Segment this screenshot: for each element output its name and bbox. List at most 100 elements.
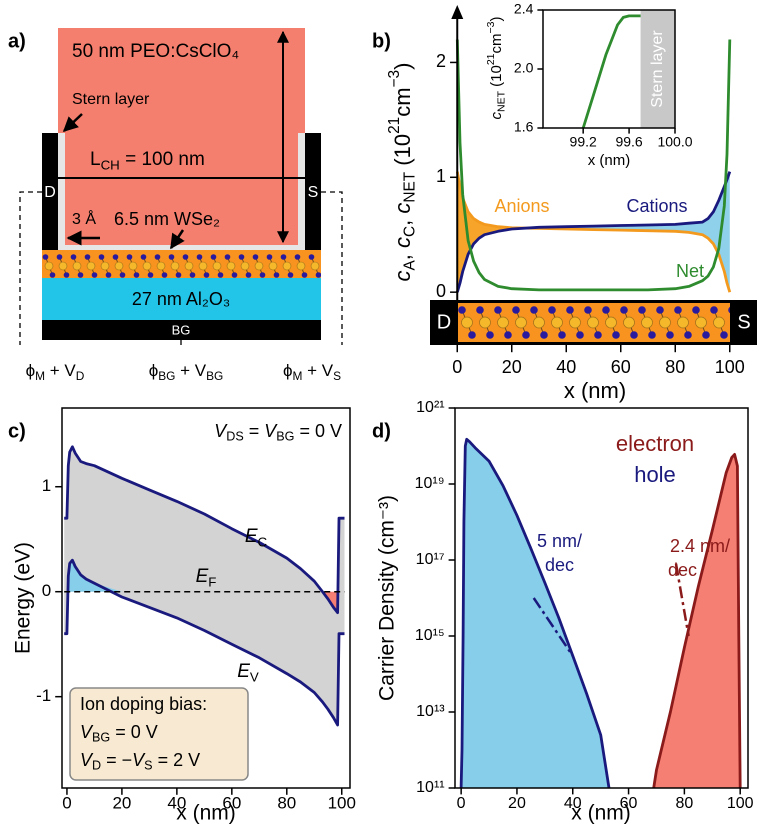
x-tick-label: 99.2 <box>570 134 597 150</box>
x-tick-label: 99.6 <box>615 134 642 150</box>
y-tick-label: 1.6 <box>514 119 534 135</box>
series-label: electron <box>616 431 694 456</box>
y-tick-label: 0 <box>436 281 446 301</box>
y-tick-label: -1 <box>36 686 51 705</box>
source-wire <box>321 191 343 345</box>
data-line <box>64 445 345 615</box>
carrier-chart: electron hole 0 20 40 60 80 100 10¹¹ 10¹³ 10¹⁵ 10¹⁷… <box>376 399 754 824</box>
text-segment: ϕ <box>149 361 159 380</box>
bias-box <box>69 687 249 781</box>
dielectric-layer <box>42 278 321 320</box>
x-tick-label: 100 <box>328 793 356 812</box>
text-segment: M <box>292 369 302 383</box>
text-segment: L <box>90 149 101 170</box>
gate-potential: ϕBG + VBG <box>149 361 224 383</box>
drain-label: D <box>44 184 56 201</box>
text-segment: V <box>214 421 228 441</box>
wiring <box>19 191 343 348</box>
text-segment: BG <box>276 430 294 444</box>
source-contact <box>305 133 321 250</box>
text-segment: c <box>390 270 415 281</box>
text-segment: S <box>333 369 341 383</box>
semiconductor-arrow <box>169 229 185 250</box>
plot-frame <box>454 407 749 789</box>
slope-label: 2.4 nm/ <box>670 536 730 556</box>
text-segment: NET <box>402 171 419 202</box>
y-tick-label: 1 <box>42 476 51 495</box>
text-segment: = 0 V <box>294 421 342 441</box>
y-tick-label: 2.4 <box>514 1 534 17</box>
x-axis-label: x (nm) <box>588 152 631 169</box>
text-segment: C <box>258 534 268 549</box>
y-tick-label: 0 <box>42 581 51 600</box>
bias-box-line: VD = −VS = 2 V <box>80 750 200 773</box>
text-segment: CH <box>101 157 120 172</box>
y-axis-label: Carrier Density (cm⁻³) <box>376 495 399 701</box>
gate-label: BG <box>172 322 191 337</box>
data-line <box>455 171 732 293</box>
y-tick-label: 2 <box>436 51 446 71</box>
electrolyte-label: 50 nm PEO:CsClO₄ <box>72 41 239 62</box>
x-tick-label: 0 <box>62 793 71 812</box>
slope-label: 5 nm/ <box>537 531 582 551</box>
x-tick-label: 60 <box>222 793 241 812</box>
x-tick-label: 20 <box>508 795 526 812</box>
x-tick-label: 80 <box>675 795 693 812</box>
x-tick-label: 100 <box>715 357 745 377</box>
series-label: EV <box>237 661 259 684</box>
text-segment: NET <box>495 90 507 112</box>
text-segment: = 0 V <box>110 722 158 742</box>
annotations: VDS = VBG = 0 V Ion doping bias: VBG = 0… <box>8 30 730 781</box>
x-tick-label: 80 <box>277 793 296 812</box>
semiconductor-label: 6.5 nm WSe₂ <box>114 209 220 229</box>
text-segment: (10 <box>488 65 505 91</box>
source-potential: ϕM + VS <box>283 361 341 383</box>
inset-chart: Stern layer 99.2 99.6 100.0 1.6 2.0 2.4 x (nm) c… <box>485 1 693 169</box>
text-segment: A <box>402 259 419 270</box>
text-segment: 21 <box>386 117 403 134</box>
x-tick-label: 40 <box>556 357 576 377</box>
axis-arrow <box>451 5 464 19</box>
stern-band <box>640 10 675 128</box>
text-segment: cm <box>390 87 415 116</box>
stern-arrow <box>62 113 83 133</box>
panel-label: a) <box>8 30 26 52</box>
semiconductor-layer <box>42 250 321 278</box>
drain-wire <box>19 191 42 345</box>
text-segment: V <box>80 722 94 742</box>
text-segment: E <box>237 661 250 682</box>
y-axis-label: cA, cC, cNET (1021cm−3) <box>386 63 418 282</box>
drain-label: D <box>437 311 451 333</box>
text-segment: + V <box>175 361 206 380</box>
text-segment: V <box>264 421 278 441</box>
band-gap-fill <box>64 446 345 725</box>
text-segment: −3 <box>386 70 403 88</box>
density-fill <box>653 454 741 788</box>
y-tick-label: 10¹⁵ <box>415 627 445 644</box>
text-segment: c <box>390 237 415 248</box>
band-label: Stern layer <box>649 30 666 108</box>
y-tick-label: 10²¹ <box>416 399 444 416</box>
source-label: S <box>737 311 750 333</box>
slope-label: dec <box>545 555 574 575</box>
data-line <box>455 39 732 292</box>
x-tick-label: 100.0 <box>657 134 692 150</box>
text-segment: BG <box>206 369 223 383</box>
text-segment: + V <box>45 361 76 380</box>
drain-contact <box>42 133 58 250</box>
x-tick-label: 60 <box>620 795 638 812</box>
text-segment: S <box>144 759 152 773</box>
x-axis-label: x (nm) <box>176 802 236 825</box>
text-segment: D <box>92 759 101 773</box>
text-segment: BG <box>158 369 175 383</box>
back-gate <box>42 320 321 340</box>
text-segment: ) <box>390 63 415 70</box>
electrolyte <box>58 28 305 245</box>
bias-box-line: VBG = 0 V <box>80 722 158 745</box>
source-label: S <box>308 184 319 201</box>
data-line <box>459 437 611 789</box>
text-segment: + V <box>302 361 333 380</box>
data-line <box>455 171 732 293</box>
